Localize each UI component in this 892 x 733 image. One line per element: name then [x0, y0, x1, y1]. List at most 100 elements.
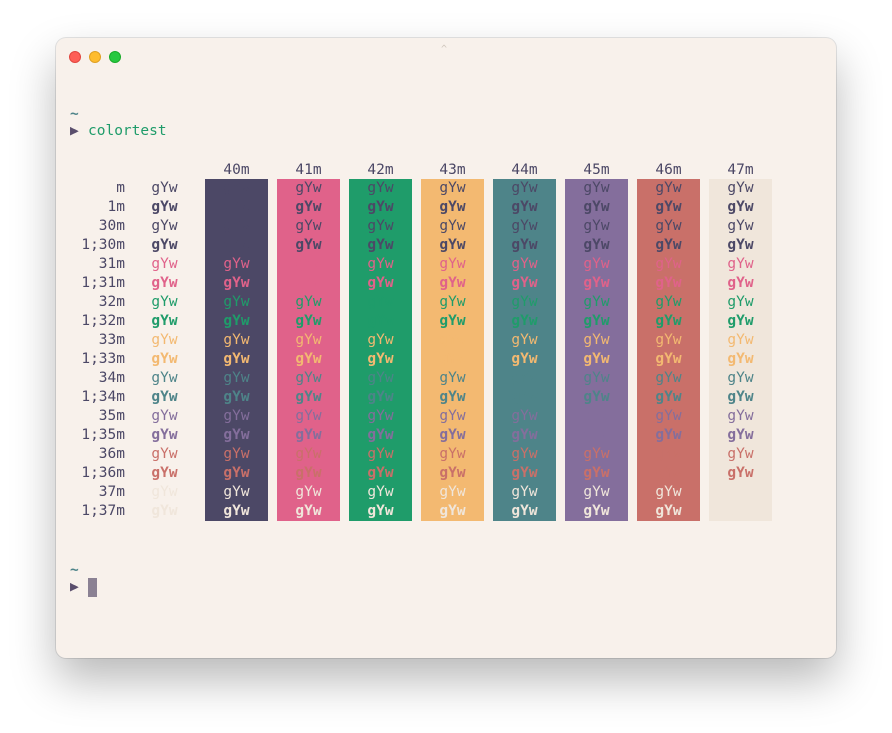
sample-cell: gYw: [655, 408, 682, 424]
sample-cell: gYw: [511, 408, 538, 424]
sample-cell: gYw: [511, 503, 538, 519]
sample-cell: gYw: [367, 465, 394, 481]
sample-cell: gYw: [511, 370, 538, 386]
sample-cell: gYw: [727, 313, 754, 329]
sample-cell: gYw: [367, 313, 394, 329]
command-text: colortest: [88, 123, 167, 139]
sample-cell: gYw: [295, 237, 322, 253]
column-header-45m: 45m: [583, 162, 610, 178]
sample-cell: gYw: [583, 256, 610, 272]
sample-cell: gYw: [655, 237, 682, 253]
sample-cell: gYw: [511, 218, 538, 234]
sample-cell: gYw: [511, 465, 538, 481]
sample-cell: gYw: [439, 465, 466, 481]
sample-cell: gYw: [727, 503, 754, 519]
sample-cell: gYw: [367, 332, 394, 348]
sample-cell: gYw: [439, 446, 466, 462]
sample-cell: gYw: [727, 484, 754, 500]
sample-cell: gYw: [367, 370, 394, 386]
row-label: 30m: [98, 218, 125, 234]
sample-cell: gYw: [223, 313, 250, 329]
sample-cell: gYw: [223, 218, 250, 234]
sample-cell: gYw: [367, 199, 394, 215]
row-label: 36m: [98, 446, 125, 462]
row-label: 1;35m: [81, 427, 125, 443]
row-label: 37m: [98, 484, 125, 500]
minimize-window-button[interactable]: [89, 51, 101, 63]
window-title: ^: [441, 44, 448, 55]
sample-cell: gYw: [223, 484, 250, 500]
sample-cell: gYw: [367, 389, 394, 405]
row-label: 34m: [98, 370, 125, 386]
sample-cell: gYw: [511, 256, 538, 272]
sample-cell: gYw: [367, 294, 394, 310]
sample-cell: gYw: [223, 351, 250, 367]
sample-cell: gYw: [727, 332, 754, 348]
close-window-button[interactable]: [69, 51, 81, 63]
sample-cell: gYw: [727, 218, 754, 234]
sample-cell: gYw: [727, 389, 754, 405]
sample-cell: gYw: [223, 199, 250, 215]
row-label: m: [116, 180, 125, 196]
background-swatch-47m: [709, 179, 772, 521]
zoom-window-button[interactable]: [109, 51, 121, 63]
sample-cell: gYw: [583, 237, 610, 253]
background-swatch-42m: [349, 179, 412, 521]
sample-cell: gYw: [151, 503, 178, 519]
sample-cell: gYw: [151, 218, 178, 234]
sample-cell: gYw: [511, 237, 538, 253]
row-label: 1;37m: [81, 503, 125, 519]
sample-cell: gYw: [655, 503, 682, 519]
sample-cell: gYw: [151, 465, 178, 481]
sample-cell: gYw: [655, 275, 682, 291]
column-header-44m: 44m: [511, 162, 538, 178]
sample-cell: gYw: [295, 313, 322, 329]
prompt-directory: ~: [70, 562, 79, 578]
sample-cell: gYw: [655, 465, 682, 481]
sample-cell: gYw: [151, 237, 178, 253]
sample-cell: gYw: [439, 370, 466, 386]
sample-cell: gYw: [655, 351, 682, 367]
row-label: 1;36m: [81, 465, 125, 481]
sample-cell: gYw: [655, 427, 682, 443]
terminal-window: ^ ~ ▶ colortest 40m 41m 42m 43m 44m 45m 46m 47m…: [56, 38, 836, 658]
sample-cell: gYw: [655, 332, 682, 348]
sample-cell: gYw: [223, 427, 250, 443]
sample-cell: gYw: [367, 256, 394, 272]
sample-cell: gYw: [655, 218, 682, 234]
sample-cell: gYw: [583, 389, 610, 405]
sample-cell: gYw: [583, 294, 610, 310]
sample-cell: gYw: [511, 446, 538, 462]
sample-cell: gYw: [295, 446, 322, 462]
sample-cell: gYw: [439, 218, 466, 234]
sample-cell: gYw: [151, 332, 178, 348]
sample-cell: gYw: [223, 446, 250, 462]
row-label: 1m: [107, 199, 125, 215]
sample-cell: gYw: [295, 408, 322, 424]
sample-cell: gYw: [295, 218, 322, 234]
sample-cell: gYw: [151, 446, 178, 462]
sample-cell: gYw: [151, 313, 178, 329]
sample-cell: gYw: [583, 446, 610, 462]
sample-cell: gYw: [583, 465, 610, 481]
sample-cell: gYw: [223, 370, 250, 386]
sample-cell: gYw: [295, 484, 322, 500]
sample-cell: gYw: [583, 503, 610, 519]
sample-cell: gYw: [727, 275, 754, 291]
sample-cell: gYw: [439, 503, 466, 519]
sample-cell: gYw: [439, 408, 466, 424]
sample-cell: gYw: [367, 218, 394, 234]
sample-cell: gYw: [511, 351, 538, 367]
sample-cell: gYw: [295, 503, 322, 519]
sample-cell: gYw: [295, 465, 322, 481]
prompt-directory: ~: [70, 106, 79, 122]
sample-cell: gYw: [511, 332, 538, 348]
sample-cell: gYw: [151, 370, 178, 386]
terminal-cursor[interactable]: [88, 578, 97, 597]
sample-cell: gYw: [439, 427, 466, 443]
sample-cell: gYw: [655, 484, 682, 500]
sample-cell: gYw: [151, 484, 178, 500]
sample-cell: gYw: [223, 180, 250, 196]
sample-cell: gYw: [583, 408, 610, 424]
sample-cell: gYw: [655, 313, 682, 329]
